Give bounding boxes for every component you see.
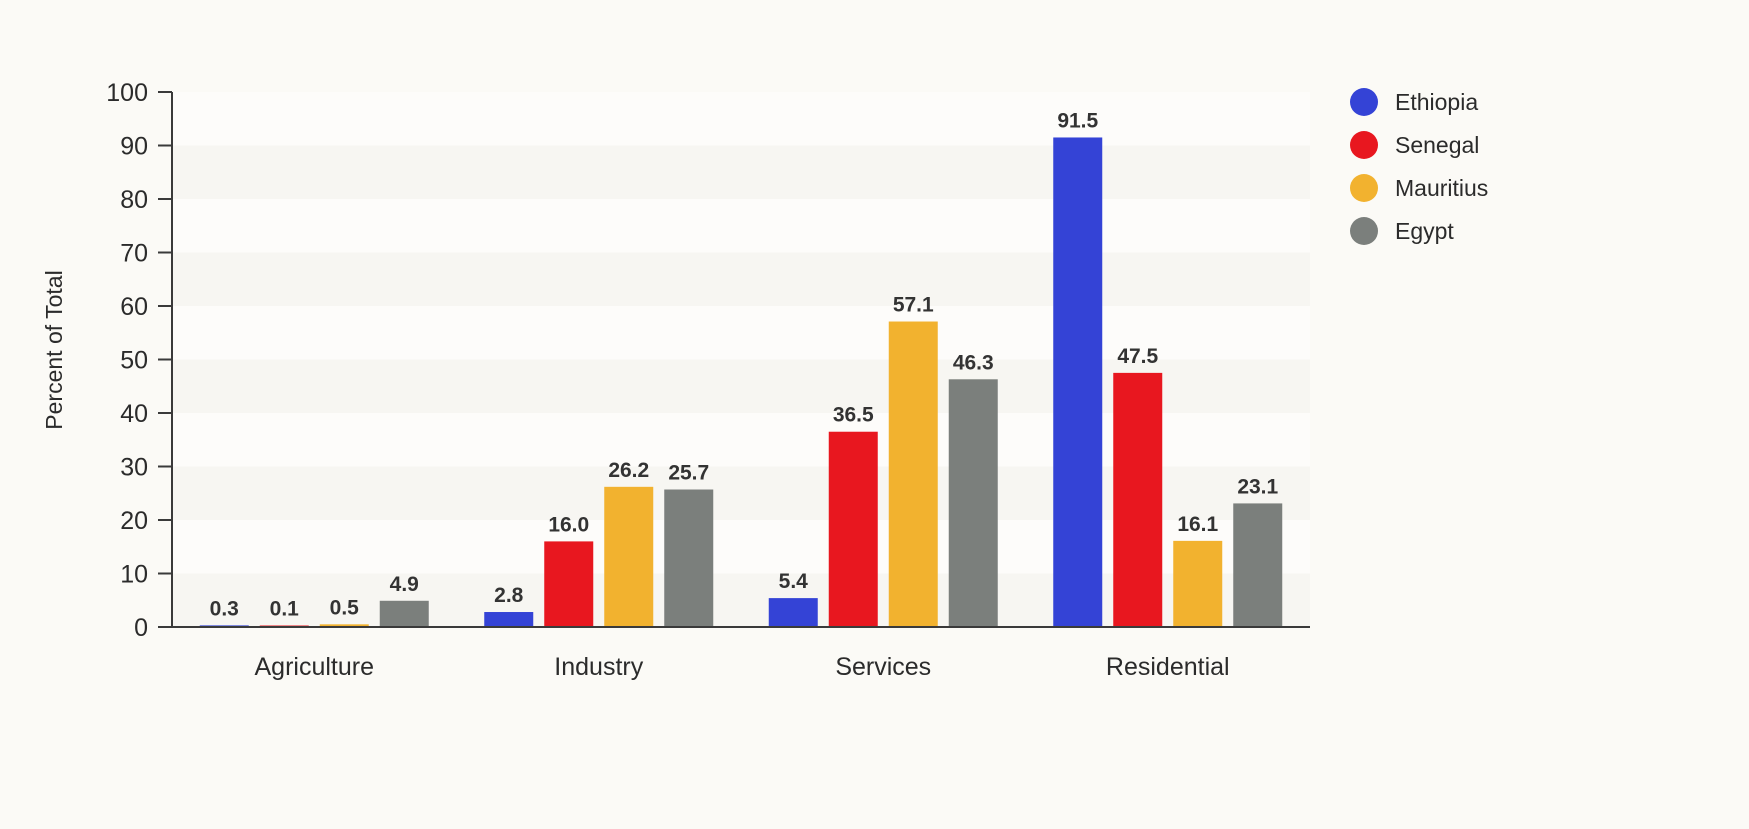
legend-label: Ethiopia: [1395, 89, 1478, 115]
legend-swatch: [1350, 174, 1378, 202]
bar-mauritius-agriculture: [319, 624, 369, 627]
x-category-label: Services: [835, 653, 931, 681]
data-label-senegal-services: 36.5: [833, 404, 874, 427]
data-labels-group: 0.3 0.1 0.5 4.9 2.8 16.0 26.2 25.7 5.4 36.5 57.1 46…: [210, 109, 1279, 620]
legend-label: Senegal: [1395, 132, 1479, 158]
bar-egypt-residential: [1233, 503, 1283, 627]
data-label-senegal-residential: 47.5: [1117, 345, 1158, 368]
bar-mauritius-services: [888, 321, 938, 627]
legend-item-ethiopia: Ethiopia: [1350, 88, 1478, 116]
bar-egypt-services: [948, 379, 998, 627]
data-label-egypt-industry: 25.7: [668, 462, 709, 485]
y-tick-label: 10: [120, 561, 148, 589]
legend-label: Mauritius: [1395, 175, 1488, 201]
legend-item-mauritius: Mauritius: [1350, 174, 1488, 202]
y-tick-label: 90: [120, 133, 148, 161]
data-label-mauritius-services: 57.1: [893, 294, 934, 317]
grid-band: [172, 252, 1310, 306]
data-label-egypt-residential: 23.1: [1237, 475, 1278, 498]
y-tick-label: 60: [120, 293, 148, 321]
y-tick-label: 40: [120, 400, 148, 428]
y-tick-label: 20: [120, 507, 148, 535]
x-category-label: Industry: [554, 653, 643, 681]
bar-ethiopia-residential: [1053, 137, 1103, 627]
bar-senegal-industry: [544, 541, 594, 627]
data-label-senegal-industry: 16.0: [548, 513, 589, 536]
bar-ethiopia-services: [768, 598, 818, 627]
legend-swatch: [1350, 217, 1378, 245]
grid-band: [172, 199, 1310, 253]
data-label-ethiopia-residential: 91.5: [1057, 109, 1098, 132]
bar-ethiopia-industry: [484, 612, 534, 627]
data-label-ethiopia-services: 5.4: [779, 570, 809, 593]
data-label-senegal-agriculture: 0.1: [270, 598, 300, 621]
legend-item-egypt: Egypt: [1350, 217, 1454, 245]
bar-senegal-residential: [1113, 372, 1163, 627]
bar-egypt-industry: [664, 489, 714, 627]
bar-mauritius-residential: [1173, 540, 1223, 627]
y-tick-label: 50: [120, 347, 148, 375]
data-label-egypt-services: 46.3: [953, 351, 994, 374]
y-axis: 0 10 20 30 40 50 60 70 80 90 100: [106, 79, 173, 642]
grid-band: [172, 145, 1310, 199]
data-label-mauritius-industry: 26.2: [608, 459, 649, 482]
bars-group: [199, 137, 1283, 627]
grid-band: [172, 92, 1310, 146]
legend-swatch: [1350, 131, 1378, 159]
legend: Ethiopia Senegal Mauritius Egypt: [1350, 88, 1488, 245]
data-label-mauritius-residential: 16.1: [1177, 513, 1218, 536]
y-tick-label: 100: [106, 79, 148, 107]
legend-label: Egypt: [1395, 218, 1454, 244]
legend-swatch: [1350, 88, 1378, 116]
y-tick-label: 70: [120, 240, 148, 268]
bar-mauritius-industry: [604, 486, 654, 627]
data-label-mauritius-agriculture: 0.5: [330, 596, 360, 619]
bar-egypt-agriculture: [379, 600, 429, 627]
y-tick-label: 0: [134, 614, 148, 642]
legend-item-senegal: Senegal: [1350, 131, 1479, 159]
data-label-ethiopia-industry: 2.8: [494, 584, 524, 607]
data-label-ethiopia-agriculture: 0.3: [210, 597, 239, 620]
data-label-egypt-agriculture: 4.9: [390, 573, 419, 596]
bar-senegal-services: [828, 431, 878, 627]
y-tick-label: 80: [120, 186, 148, 214]
x-axis: Agriculture Industry Services Residential: [172, 626, 1310, 681]
grid-band: [172, 306, 1310, 360]
y-axis-title: Percent of Total: [41, 270, 67, 429]
x-category-label: Agriculture: [255, 653, 375, 681]
x-category-label: Residential: [1106, 653, 1230, 681]
y-tick-label: 30: [120, 454, 148, 482]
